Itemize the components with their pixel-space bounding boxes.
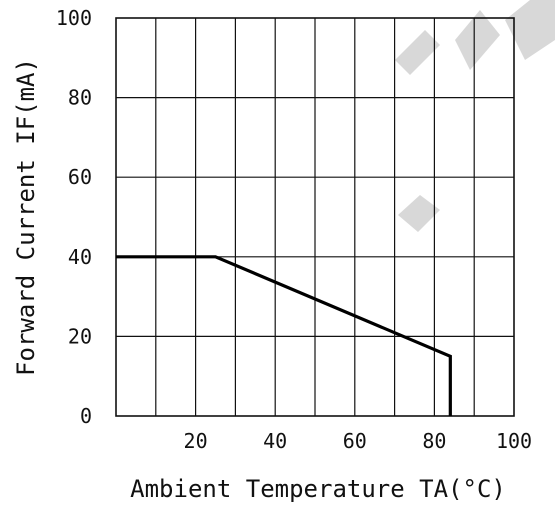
y-tick-label: 20 bbox=[68, 324, 92, 348]
y-tick-label: 100 bbox=[56, 6, 92, 30]
series-group bbox=[116, 255, 452, 416]
x-tick-label: 20 bbox=[184, 429, 208, 453]
x-tick-labels: 20 40 60 80 100 bbox=[184, 429, 533, 453]
x-tick-label: 60 bbox=[343, 429, 367, 453]
y-tick-label: 80 bbox=[68, 86, 92, 110]
x-tick-label: 40 bbox=[263, 429, 287, 453]
x-axis-label: Ambient Temperature TA(°C) bbox=[130, 475, 506, 503]
y-tick-labels: 0 20 40 60 80 100 bbox=[56, 6, 92, 428]
x-tick-label: 80 bbox=[422, 429, 446, 453]
y-tick-label: 60 bbox=[68, 165, 92, 189]
plot-frame bbox=[115, 17, 515, 417]
watermark bbox=[395, 0, 555, 232]
y-axis-label: Forward Current IF(mA) bbox=[12, 58, 40, 376]
x-tick-label: 100 bbox=[496, 429, 532, 453]
y-tick-label: 40 bbox=[68, 245, 92, 269]
derating-curve bbox=[116, 255, 452, 416]
y-tick-label: 0 bbox=[80, 404, 92, 428]
x-grid-lines bbox=[155, 18, 475, 416]
